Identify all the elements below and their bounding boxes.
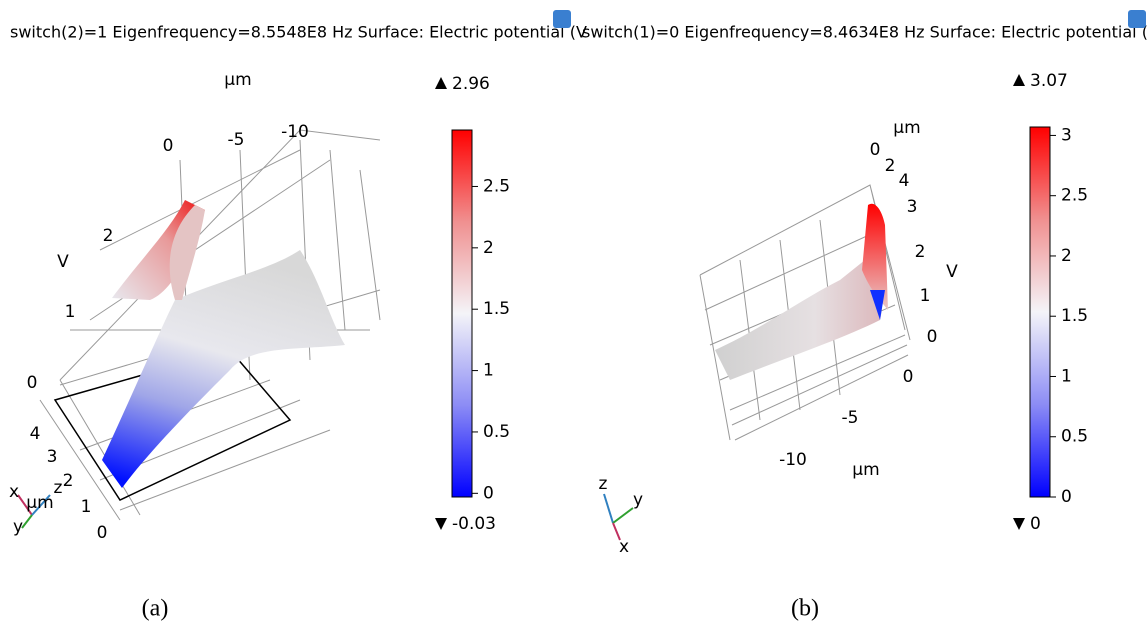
axis-label: 0 bbox=[27, 373, 38, 393]
colorbar-tick-label: 2.5 bbox=[483, 176, 510, 196]
min-marker bbox=[1013, 518, 1025, 530]
max-marker bbox=[435, 77, 447, 89]
axis-label: -10 bbox=[281, 122, 309, 142]
axis-label: V bbox=[57, 252, 69, 272]
axis-label: -5 bbox=[228, 130, 245, 150]
axis-label: -10 bbox=[779, 450, 807, 470]
colorbar-tick-label: 1 bbox=[1061, 366, 1072, 386]
max-label: 3.07 bbox=[1030, 71, 1068, 91]
max-label: 2.96 bbox=[452, 74, 490, 94]
axis-label: 0 bbox=[903, 367, 914, 387]
axis-label: μm bbox=[26, 493, 53, 513]
axis-label: z bbox=[599, 474, 608, 494]
plot-title: switch(2)=1 Eigenfrequency=8.5548E8 Hz S… bbox=[10, 23, 587, 42]
colorbar-tick-label: 2 bbox=[483, 238, 494, 258]
triad bbox=[604, 494, 633, 540]
colorbar-tick-label: 1 bbox=[483, 361, 494, 381]
axis-label: 3 bbox=[907, 197, 918, 217]
axis-label: x bbox=[9, 482, 19, 502]
colorbar bbox=[1030, 127, 1050, 497]
axis-label: 0 bbox=[870, 140, 881, 160]
plot-title: switch(1)=0 Eigenfrequency=8.4634E8 Hz S… bbox=[582, 23, 1148, 42]
axis-label: x bbox=[619, 537, 629, 557]
axis-label: μm bbox=[852, 460, 879, 480]
colorbar-tick-label: 0.5 bbox=[483, 422, 510, 442]
max-marker bbox=[1013, 74, 1025, 86]
colorbar-tick-label: 0 bbox=[1061, 487, 1072, 507]
colorbar-tick-label: 1.5 bbox=[483, 299, 510, 319]
axis-label: 2 bbox=[103, 226, 114, 246]
axis-label: 0 bbox=[927, 327, 938, 347]
axis-label: 0 bbox=[163, 136, 174, 156]
surface bbox=[715, 260, 882, 380]
axis-label: 4 bbox=[899, 171, 910, 191]
axis-label: μm bbox=[893, 118, 920, 138]
axis-label: 2 bbox=[915, 242, 926, 262]
axis-label: 0 bbox=[97, 523, 108, 543]
colorbar-tick-label: 0.5 bbox=[1061, 427, 1088, 447]
min-label: -0.03 bbox=[452, 514, 496, 534]
axis-label: 2 bbox=[63, 471, 74, 491]
min-label: 0 bbox=[1030, 514, 1041, 534]
caption: (b) bbox=[791, 596, 819, 622]
axis-label: V bbox=[946, 262, 958, 282]
axis-label: -5 bbox=[842, 408, 859, 428]
axis-label: 1 bbox=[65, 302, 76, 322]
axis-label: y bbox=[633, 490, 643, 510]
figure: switch(2)=1 Eigenfrequency=8.5548E8 Hz S… bbox=[0, 0, 1148, 629]
icon bbox=[553, 10, 571, 28]
axis-label: 3 bbox=[47, 447, 58, 467]
colorbar-tick-label: 2.5 bbox=[1061, 186, 1088, 206]
colorbar bbox=[452, 130, 472, 497]
axis-label: 1 bbox=[81, 497, 92, 517]
caption: (a) bbox=[142, 596, 169, 622]
icon bbox=[1128, 10, 1146, 28]
axis-label: 1 bbox=[920, 286, 931, 306]
axis-label: z bbox=[54, 478, 63, 498]
colorbar-tick-label: 0 bbox=[483, 483, 494, 503]
axis-label: 4 bbox=[30, 424, 41, 444]
axis-label: 2 bbox=[885, 156, 896, 176]
colorbar-tick-label: 2 bbox=[1061, 246, 1072, 266]
axis-label: μm bbox=[224, 70, 251, 90]
axis-label: y bbox=[13, 517, 23, 537]
min-marker bbox=[435, 518, 447, 530]
colorbar-tick-label: 3 bbox=[1061, 125, 1072, 145]
colorbar-tick-label: 1.5 bbox=[1061, 306, 1088, 326]
